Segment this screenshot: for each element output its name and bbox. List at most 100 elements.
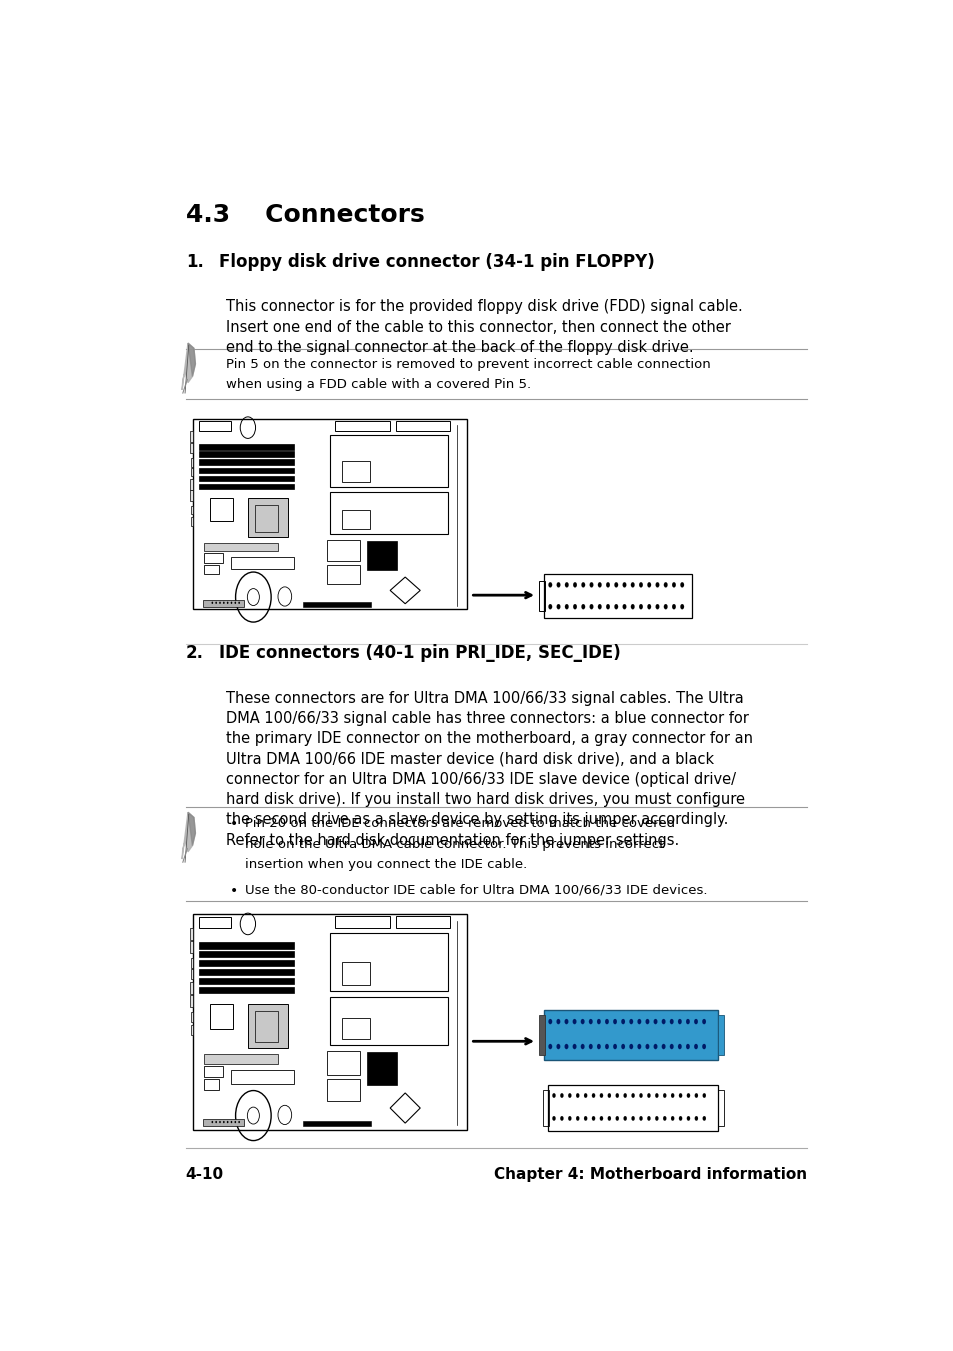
Circle shape bbox=[614, 582, 618, 588]
Bar bbox=[302, 1121, 371, 1127]
Circle shape bbox=[702, 1093, 705, 1098]
Bar bbox=[198, 961, 294, 966]
Circle shape bbox=[647, 604, 650, 609]
Bar bbox=[198, 422, 232, 431]
Circle shape bbox=[613, 1044, 617, 1050]
Circle shape bbox=[614, 604, 618, 609]
Circle shape bbox=[653, 1044, 657, 1050]
Bar bbox=[198, 467, 294, 473]
Bar bbox=[335, 422, 390, 431]
Circle shape bbox=[564, 582, 568, 588]
Bar bbox=[538, 1015, 544, 1055]
Circle shape bbox=[556, 1044, 559, 1050]
Circle shape bbox=[559, 1116, 563, 1121]
Circle shape bbox=[215, 1121, 216, 1123]
Circle shape bbox=[212, 1121, 213, 1123]
Circle shape bbox=[557, 604, 559, 609]
Circle shape bbox=[679, 1093, 681, 1098]
Bar bbox=[191, 1025, 193, 1035]
Circle shape bbox=[552, 1116, 555, 1121]
Circle shape bbox=[564, 1019, 568, 1024]
Bar bbox=[204, 1066, 223, 1077]
Circle shape bbox=[655, 582, 659, 588]
Bar bbox=[204, 1054, 277, 1063]
Bar bbox=[198, 476, 294, 481]
Circle shape bbox=[615, 1116, 618, 1121]
Text: Insert one end of the cable to this connector, then connect the other: Insert one end of the cable to this conn… bbox=[226, 320, 731, 335]
Bar bbox=[342, 1017, 369, 1039]
Circle shape bbox=[580, 604, 584, 609]
Circle shape bbox=[639, 1093, 642, 1098]
Polygon shape bbox=[182, 343, 195, 390]
Bar bbox=[330, 435, 447, 486]
Bar bbox=[342, 461, 369, 482]
Text: 4-10: 4-10 bbox=[186, 1166, 224, 1182]
Circle shape bbox=[580, 582, 584, 588]
Circle shape bbox=[694, 1093, 698, 1098]
Circle shape bbox=[701, 1019, 705, 1024]
Bar bbox=[190, 480, 193, 489]
Circle shape bbox=[631, 1116, 634, 1121]
Text: 1.: 1. bbox=[186, 254, 203, 272]
Circle shape bbox=[605, 582, 609, 588]
Text: Chapter 4: Motherboard information: Chapter 4: Motherboard information bbox=[494, 1166, 806, 1182]
Circle shape bbox=[552, 1093, 555, 1098]
Bar bbox=[547, 1085, 718, 1131]
Text: Refer to the hard disk documentation for the jumper settings.: Refer to the hard disk documentation for… bbox=[226, 832, 679, 847]
Text: •: • bbox=[230, 817, 238, 831]
Bar bbox=[191, 1012, 193, 1021]
Circle shape bbox=[622, 582, 626, 588]
Circle shape bbox=[231, 601, 233, 604]
Circle shape bbox=[669, 1044, 673, 1050]
Circle shape bbox=[679, 1116, 681, 1121]
Circle shape bbox=[556, 1019, 559, 1024]
Text: the second drive as a slave device by setting its jumper accordingly.: the second drive as a slave device by se… bbox=[226, 812, 728, 827]
Bar bbox=[203, 600, 244, 607]
Bar bbox=[193, 915, 466, 1129]
Bar bbox=[191, 458, 193, 466]
Circle shape bbox=[607, 1093, 610, 1098]
Bar bbox=[198, 444, 294, 450]
Text: DMA 100/66/33 signal cable has three connectors: a blue connector for: DMA 100/66/33 signal cable has three con… bbox=[226, 711, 748, 725]
Circle shape bbox=[661, 1044, 665, 1050]
Circle shape bbox=[653, 1019, 657, 1024]
Circle shape bbox=[548, 1019, 552, 1024]
Circle shape bbox=[564, 604, 568, 609]
Circle shape bbox=[589, 604, 593, 609]
Bar bbox=[248, 1004, 287, 1048]
Circle shape bbox=[212, 601, 213, 604]
Circle shape bbox=[559, 1093, 563, 1098]
Circle shape bbox=[647, 582, 650, 588]
Circle shape bbox=[583, 1093, 587, 1098]
Bar bbox=[302, 601, 371, 607]
Circle shape bbox=[630, 582, 634, 588]
Circle shape bbox=[620, 1044, 624, 1050]
Bar bbox=[190, 928, 193, 940]
Bar bbox=[191, 958, 193, 969]
Circle shape bbox=[588, 1019, 592, 1024]
Circle shape bbox=[655, 604, 659, 609]
Bar bbox=[204, 565, 219, 574]
Circle shape bbox=[630, 604, 634, 609]
Circle shape bbox=[679, 582, 683, 588]
Bar bbox=[367, 540, 396, 570]
Circle shape bbox=[647, 1093, 650, 1098]
Circle shape bbox=[645, 1044, 649, 1050]
Circle shape bbox=[580, 1044, 584, 1050]
Circle shape bbox=[548, 1044, 552, 1050]
Text: IDE connectors (40-1 pin PRI_IDE, SEC_IDE): IDE connectors (40-1 pin PRI_IDE, SEC_ID… bbox=[219, 644, 620, 662]
Text: end to the signal connector at the back of the floppy disk drive.: end to the signal connector at the back … bbox=[226, 340, 694, 355]
Circle shape bbox=[615, 1093, 618, 1098]
Bar bbox=[191, 517, 193, 526]
Circle shape bbox=[573, 604, 577, 609]
Circle shape bbox=[685, 1019, 689, 1024]
Circle shape bbox=[548, 604, 552, 609]
Circle shape bbox=[605, 604, 609, 609]
Text: Use the 80-conductor IDE cable for Ultra DMA 100/66/33 IDE devices.: Use the 80-conductor IDE cable for Ultra… bbox=[245, 884, 707, 897]
Circle shape bbox=[557, 582, 559, 588]
Bar bbox=[395, 916, 450, 928]
Circle shape bbox=[607, 1116, 610, 1121]
Bar bbox=[544, 1011, 718, 1061]
Text: hole on the Ultra DMA cable connector. This prevents incorrect: hole on the Ultra DMA cable connector. T… bbox=[245, 838, 663, 851]
Circle shape bbox=[678, 1044, 681, 1050]
